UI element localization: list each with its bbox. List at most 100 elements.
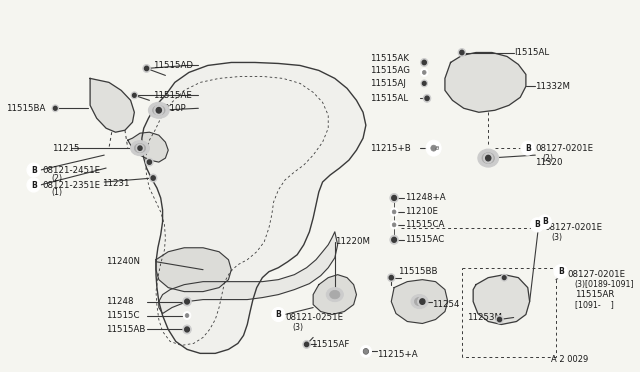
Circle shape [185,327,189,332]
Polygon shape [90,78,134,132]
Ellipse shape [415,297,424,306]
Text: B: B [31,166,36,174]
Text: 11515CA: 11515CA [405,220,445,230]
Ellipse shape [148,102,169,118]
Text: 08127-0201E: 08127-0201E [545,223,603,232]
Circle shape [390,208,398,216]
Circle shape [183,297,191,306]
Ellipse shape [134,144,146,153]
Text: 11220M: 11220M [335,237,370,246]
Circle shape [421,80,428,87]
Circle shape [146,158,153,166]
Circle shape [183,311,191,320]
Circle shape [52,105,59,112]
Text: B: B [525,144,531,153]
Ellipse shape [326,288,343,302]
Circle shape [423,94,431,102]
Polygon shape [128,132,168,162]
Text: B: B [534,220,540,230]
Circle shape [389,275,394,280]
Circle shape [136,144,144,152]
Circle shape [390,193,398,202]
Text: a: a [435,145,438,151]
Circle shape [132,93,136,97]
Circle shape [143,64,150,73]
Text: 11320: 11320 [535,158,563,167]
Text: 11210P: 11210P [153,104,186,113]
Circle shape [486,155,491,161]
Circle shape [364,349,368,354]
Circle shape [420,58,428,67]
Circle shape [185,314,189,318]
Circle shape [554,265,567,279]
Text: 11215+B: 11215+B [370,144,410,153]
Text: 11515AL: 11515AL [370,94,408,103]
Polygon shape [391,280,448,324]
Circle shape [392,223,396,227]
Text: 08121-2351E: 08121-2351E [42,180,100,189]
Text: 11515C: 11515C [106,311,140,320]
Text: 11254: 11254 [432,300,460,309]
Circle shape [422,70,426,74]
Circle shape [138,146,142,150]
Ellipse shape [152,106,165,115]
Text: 11332M: 11332M [535,82,570,91]
Circle shape [458,48,466,57]
Text: 11248: 11248 [106,297,134,306]
Text: B: B [558,267,564,276]
Circle shape [183,325,191,334]
Text: 08127-0201E: 08127-0201E [535,144,593,153]
Ellipse shape [482,153,495,163]
Circle shape [531,218,544,232]
Polygon shape [313,275,356,314]
Circle shape [272,308,285,321]
Circle shape [54,106,57,110]
Text: (2): (2) [51,173,63,183]
Circle shape [185,299,189,304]
Circle shape [156,108,161,113]
Text: 11515AG: 11515AG [370,66,410,75]
Circle shape [303,340,310,349]
Text: 11515AK: 11515AK [370,54,409,63]
Circle shape [392,210,396,214]
Circle shape [147,160,152,164]
Text: 11515AF: 11515AF [311,340,349,349]
Circle shape [390,221,398,229]
Circle shape [418,296,427,307]
Circle shape [390,235,398,244]
Circle shape [422,81,426,85]
Circle shape [538,215,551,229]
Ellipse shape [478,149,499,167]
Text: 11515BB: 11515BB [398,267,437,276]
Polygon shape [473,275,530,324]
Ellipse shape [330,291,340,299]
Text: 08121-2451E: 08121-2451E [42,166,100,174]
Text: 11248+A: 11248+A [405,193,446,202]
Circle shape [425,96,429,100]
Circle shape [388,274,395,282]
Text: 11515AB: 11515AB [106,325,145,334]
Text: (3)[0189-1091]: (3)[0189-1091] [575,280,634,289]
Circle shape [484,153,493,163]
Text: (3): (3) [292,323,303,332]
Text: 11231: 11231 [102,179,130,187]
Circle shape [360,346,372,357]
Text: (1): (1) [51,189,63,198]
Text: 11215: 11215 [52,144,80,153]
Text: A 2 0029: A 2 0029 [551,355,589,364]
Text: 11210E: 11210E [405,208,438,217]
Text: 11215+A: 11215+A [377,350,418,359]
Text: 11515AE: 11515AE [153,91,192,100]
Circle shape [501,274,508,281]
Text: B: B [275,310,281,319]
Text: I1515AL: I1515AL [514,48,548,57]
Circle shape [27,163,40,177]
Text: 11515AC: 11515AC [405,235,445,244]
Circle shape [521,141,534,155]
Circle shape [497,317,502,322]
Circle shape [131,92,138,99]
Circle shape [154,105,164,115]
Polygon shape [445,52,526,112]
Ellipse shape [411,295,428,308]
Circle shape [426,140,441,156]
